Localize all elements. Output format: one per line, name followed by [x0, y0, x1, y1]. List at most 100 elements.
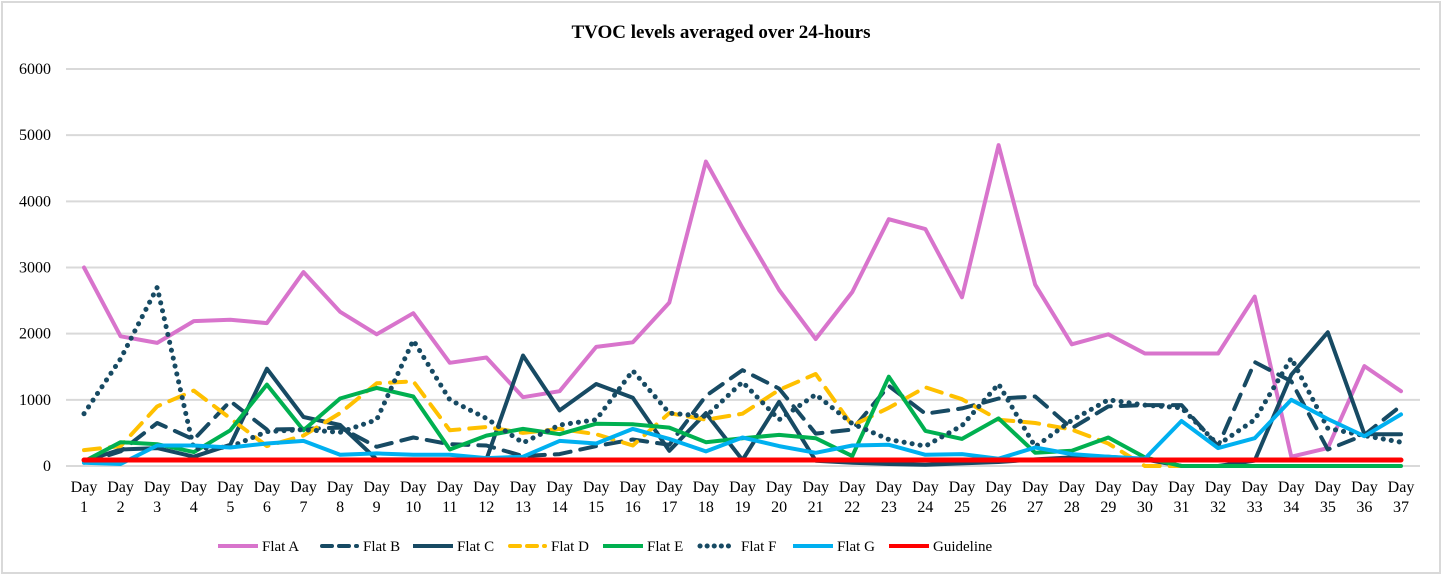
x-tick-label-line1: Day [254, 479, 281, 496]
x-tick-label-line1: Day [144, 479, 171, 496]
legend: Flat A Flat B Flat C Flat D Flat E Flat F Flat… [218, 539, 992, 555]
x-tick-label-line1: Day [1388, 479, 1415, 496]
x-tick-label-line1: Day [1351, 479, 1378, 496]
x-tick-label-line2: 35 [1320, 499, 1336, 516]
x-tick-label-line1: Day [546, 479, 573, 496]
x-tick-label-line2: 22 [844, 499, 860, 516]
legend-label: Flat C [457, 539, 494, 555]
x-tick-label-line1: Day [327, 479, 354, 496]
legend-item-flat-a[interactable]: Flat A [218, 539, 299, 555]
x-tick-label-line2: 14 [552, 499, 568, 516]
x-tick-label: Day 8 [327, 479, 354, 516]
x-tick-label-line1: Day [619, 479, 646, 496]
x-tick-label-line1: Day [949, 479, 976, 496]
legend-label: Flat F [741, 539, 776, 555]
x-tick-label: Day 31 [1168, 479, 1195, 516]
series-line-flat-f [81, 284, 1404, 452]
x-tick-label-line2: 29 [1100, 499, 1116, 516]
x-tick-label-line1: Day [473, 479, 500, 496]
x-tick-label-line2: 30 [1137, 499, 1153, 516]
x-tick-label-line2: 32 [1210, 499, 1226, 516]
x-tick-label-line2: 8 [336, 499, 344, 516]
x-tick-label-line1: Day [71, 479, 98, 496]
x-tick-label-line2: 16 [625, 499, 641, 516]
series-flat-g [82, 397, 1403, 466]
x-tick-label: Day 9 [363, 479, 390, 516]
legend-item-flat-d[interactable]: Flat D [508, 539, 589, 555]
x-tick-label-line1: Day [1278, 479, 1305, 496]
x-tick-label-line2: 2 [117, 499, 125, 516]
y-axis-ticks: 0 1000 2000 3000 4000 5000 6000 [19, 61, 51, 475]
x-tick-label-line2: 13 [515, 499, 531, 516]
legend-item-flat-f[interactable]: Flat F [697, 539, 776, 555]
x-tick-label-line1: Day [1315, 479, 1342, 496]
x-tick-label-line1: Day [400, 479, 427, 496]
series-lines [81, 143, 1404, 468]
x-tick-label: Day 20 [766, 479, 793, 516]
x-tick-label-line2: 6 [263, 499, 271, 516]
x-tick-label: Day 28 [1058, 479, 1085, 516]
legend-item-flat-g[interactable]: Flat G [793, 539, 875, 555]
x-tick-label: Day 1 [71, 479, 98, 516]
x-tick-label: Day 11 [437, 479, 464, 516]
x-tick-label: Day 27 [1022, 479, 1049, 516]
x-tick-label-line2: 27 [1027, 499, 1043, 516]
x-tick-label-line2: 34 [1283, 499, 1299, 516]
chart-title: TVOC levels averaged over 24-hours [571, 22, 870, 43]
x-tick-label: Day 3 [144, 479, 171, 516]
x-tick-label-line2: 12 [478, 499, 494, 516]
x-tick-label-line2: 36 [1356, 499, 1372, 516]
x-tick-label-line1: Day [693, 479, 720, 496]
x-tick-label-line2: 25 [954, 499, 970, 516]
x-tick-label: Day 16 [619, 479, 646, 516]
x-tick-label-line1: Day [802, 479, 829, 496]
x-tick-label-line2: 28 [1064, 499, 1080, 516]
legend-item-flat-b[interactable]: Flat B [320, 539, 400, 555]
x-tick-label-line1: Day [1058, 479, 1085, 496]
legend-item-guideline[interactable]: Guideline [889, 539, 992, 555]
y-tick-label: 5000 [19, 127, 51, 144]
x-tick-label-line2: 18 [698, 499, 714, 516]
x-tick-label: Day 21 [802, 479, 829, 516]
x-tick-label-line2: 4 [190, 499, 198, 516]
x-tick-label: Day 10 [400, 479, 427, 516]
x-tick-label: Day 25 [949, 479, 976, 516]
x-tick-label-line1: Day [583, 479, 610, 496]
x-tick-label: Day 26 [985, 479, 1012, 516]
legend-label: Flat G [837, 539, 875, 555]
x-axis-ticks: Day 1 Day 2 Day 3 Day 4 Day 5 Day 6 Day 7 Day 8 Day 9 Day 1… [71, 479, 1415, 516]
x-tick-label: Day 14 [546, 479, 573, 516]
x-tick-label-line1: Day [180, 479, 207, 496]
x-tick-label-line2: 11 [442, 499, 457, 516]
series-line-flat-g [82, 397, 1403, 466]
x-tick-label: Day 12 [473, 479, 500, 516]
x-tick-label-line1: Day [876, 479, 903, 496]
x-tick-label: Day 19 [729, 479, 756, 516]
x-tick-label-line2: 33 [1247, 499, 1263, 516]
x-tick-label: Day 22 [839, 479, 866, 516]
x-tick-label-line1: Day [1205, 479, 1232, 496]
legend-item-flat-e[interactable]: Flat E [603, 539, 683, 555]
x-tick-label: Day 35 [1315, 479, 1342, 516]
x-tick-label: Day 33 [1241, 479, 1268, 516]
x-tick-label-line2: 17 [661, 499, 677, 516]
legend-label: Flat E [647, 539, 683, 555]
x-tick-label-line1: Day [985, 479, 1012, 496]
y-tick-label: 1000 [19, 392, 51, 409]
legend-label: Flat B [363, 539, 400, 555]
x-tick-label-line2: 15 [588, 499, 604, 516]
x-tick-label-line1: Day [1132, 479, 1159, 496]
x-tick-label-line1: Day [437, 479, 464, 496]
x-tick-label-line2: 31 [1174, 499, 1190, 516]
x-tick-label-line1: Day [839, 479, 866, 496]
x-tick-label-line1: Day [656, 479, 683, 496]
x-tick-label: Day 17 [656, 479, 683, 516]
x-tick-label: Day 4 [180, 479, 207, 516]
x-tick-label-line2: 21 [808, 499, 824, 516]
x-tick-label: Day 36 [1351, 479, 1378, 516]
x-tick-label-line2: 5 [226, 499, 234, 516]
x-tick-label: Day 29 [1095, 479, 1122, 516]
x-tick-label-line1: Day [363, 479, 390, 496]
legend-item-flat-c[interactable]: Flat C [413, 539, 494, 555]
